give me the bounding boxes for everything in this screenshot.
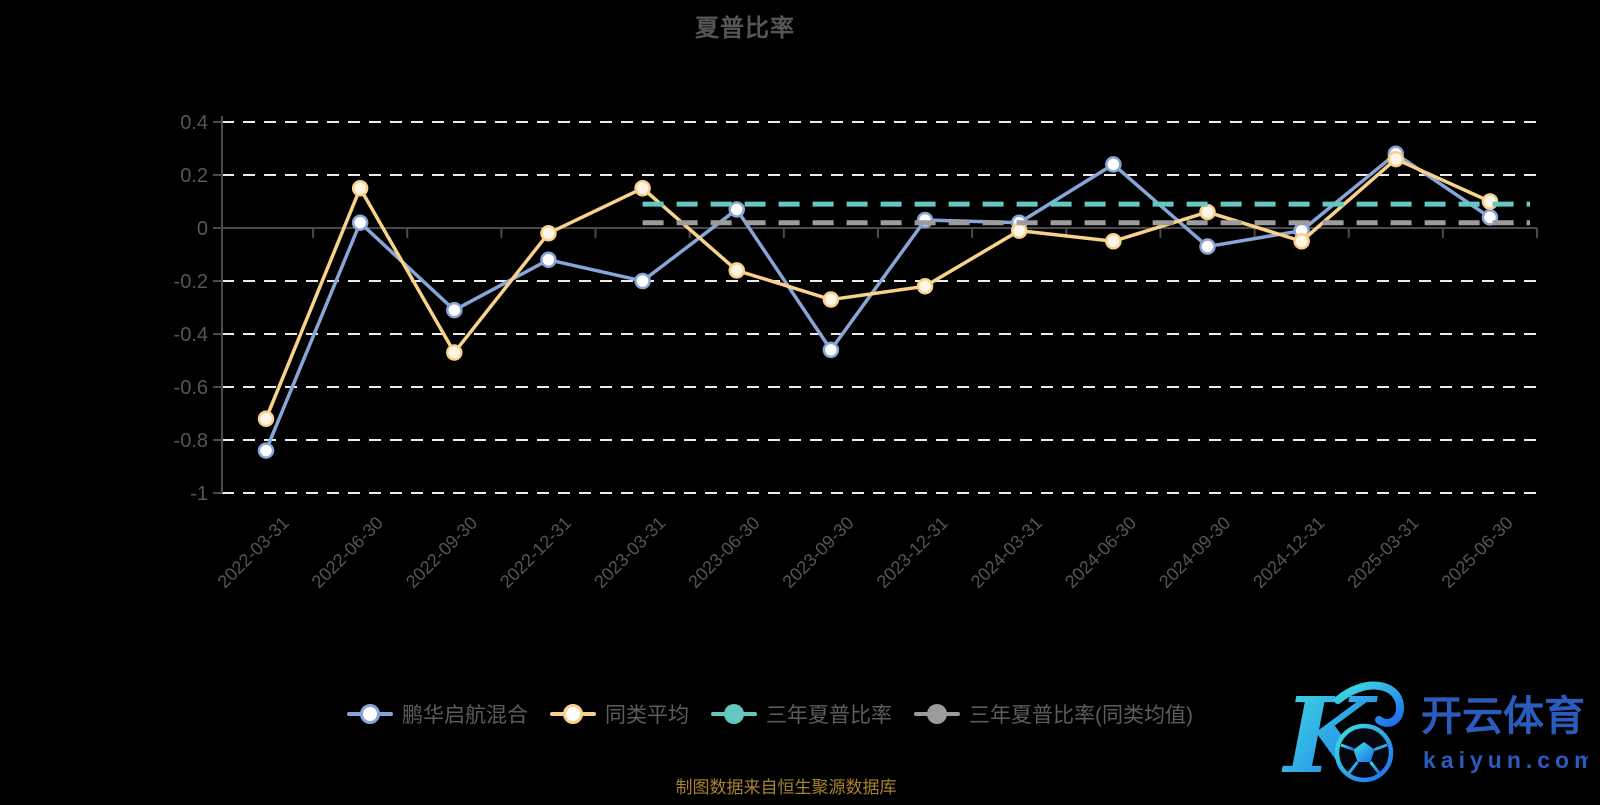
data-point-同类平均-2023-09-30[interactable] <box>822 291 840 308</box>
legend-marker-icon <box>711 704 757 724</box>
x-axis-label: 2023-09-30 <box>778 513 857 592</box>
y-axis-label: -1 <box>190 483 208 505</box>
x-axis-label: 2022-12-31 <box>496 513 575 592</box>
data-point-同类平均-2025-03-31[interactable] <box>1387 150 1405 168</box>
x-axis-label: 2024-06-30 <box>1061 513 1140 592</box>
data-point-同类平均-2023-03-31[interactable] <box>634 180 651 197</box>
data-point-同类平均-2023-06-30[interactable] <box>728 262 745 279</box>
data-point-鹏华启航混合-2023-09-30[interactable] <box>822 341 840 359</box>
data-point-同类平均-2022-03-31[interactable] <box>257 410 275 428</box>
kaiyun-watermark[interactable]: K 开云体育 kaiyun.com <box>1278 674 1588 794</box>
kaiyun-logo-icon: K <box>1281 674 1404 794</box>
x-axis-label: 2025-06-30 <box>1438 513 1517 592</box>
data-point-鹏华启航混合-2024-09-30[interactable] <box>1199 238 1216 255</box>
legend-label: 三年夏普比率(同类均值) <box>969 704 1193 727</box>
page-title: 夏普比率 <box>695 15 795 42</box>
data-point-同类平均-2023-12-31[interactable] <box>916 278 934 295</box>
football-icon <box>1334 723 1394 783</box>
legend-label: 同类平均 <box>605 704 689 727</box>
data-point-同类平均-2022-09-30[interactable] <box>446 344 463 361</box>
legend-item-三年夏普比率[interactable]: 三年夏普比率 <box>711 699 892 729</box>
legend-marker-icon <box>550 704 596 724</box>
x-axis-label: 2023-03-31 <box>590 513 669 592</box>
watermark-domain-text: kaiyun.com <box>1423 747 1588 773</box>
legend-marker-icon <box>347 704 393 724</box>
series-line-鹏华启航混合 <box>264 152 1491 452</box>
x-axis-label: 2025-03-31 <box>1343 513 1422 592</box>
y-axis-label: 0.4 <box>180 112 208 134</box>
x-axis-label: 2024-03-31 <box>967 513 1046 592</box>
y-axis-label: -0.6 <box>174 377 208 399</box>
data-point-鹏华启航混合-2022-03-31[interactable] <box>257 442 275 459</box>
legend-label: 鹏华启航混合 <box>402 704 528 727</box>
y-axis-label: -0.4 <box>174 324 208 346</box>
y-axis-label: -0.2 <box>174 271 208 293</box>
data-point-同类平均-2024-03-31[interactable] <box>1010 222 1028 239</box>
x-axis-label: 2022-06-30 <box>308 513 387 592</box>
data-point-鹏华启航混合-2023-06-30[interactable] <box>728 201 745 218</box>
data-point-鹏华启航混合-2024-06-30[interactable] <box>1105 156 1122 173</box>
data-point-鹏华启航混合-2022-12-31[interactable] <box>540 251 557 269</box>
series-line-同类平均 <box>264 157 1491 420</box>
data-point-同类平均-2024-12-31[interactable] <box>1293 233 1310 250</box>
data-point-同类平均-2024-09-30[interactable] <box>1199 203 1216 221</box>
data-point-鹏华启航混合-2022-06-30[interactable] <box>351 214 369 231</box>
data-point-同类平均-2022-06-30[interactable] <box>351 180 369 197</box>
x-axis-label: 2022-03-31 <box>214 513 293 592</box>
data-point-同类平均-2022-12-31[interactable] <box>540 225 557 242</box>
logo-swirl <box>1334 681 1404 727</box>
data-source-caption: 制图数据来自恒生聚源数据库 <box>675 778 897 797</box>
chart-legend: 鹏华启航混合 同类平均 三年夏普比率 三年夏普比率(同类均值) <box>0 699 1570 729</box>
y-axis-label: -0.8 <box>174 430 208 452</box>
data-point-鹏华启航混合-2023-03-31[interactable] <box>634 272 651 290</box>
y-axis-label: 0.2 <box>180 165 208 187</box>
x-axis-label: 2022-09-30 <box>402 513 481 592</box>
data-point-同类平均-2024-06-30[interactable] <box>1105 233 1122 250</box>
y-axis-label: 0 <box>197 218 208 240</box>
x-axis-label: 2023-06-30 <box>684 513 763 592</box>
legend-item-同类平均[interactable]: 同类平均 <box>550 699 689 729</box>
x-axis-label: 2023-12-31 <box>873 513 952 592</box>
legend-item-鹏华启航混合[interactable]: 鹏华启航混合 <box>347 699 528 729</box>
legend-label: 三年夏普比率 <box>766 704 892 727</box>
watermark-brand-text: 开云体育 <box>1421 693 1585 739</box>
x-axis-label: 2024-09-30 <box>1155 513 1234 592</box>
legend-marker-icon <box>914 704 960 724</box>
data-point-鹏华启航混合-2022-09-30[interactable] <box>446 301 463 319</box>
legend-item-三年夏普比率(同类均值)[interactable]: 三年夏普比率(同类均值) <box>914 699 1193 729</box>
x-axis-label: 2024-12-31 <box>1249 513 1328 592</box>
